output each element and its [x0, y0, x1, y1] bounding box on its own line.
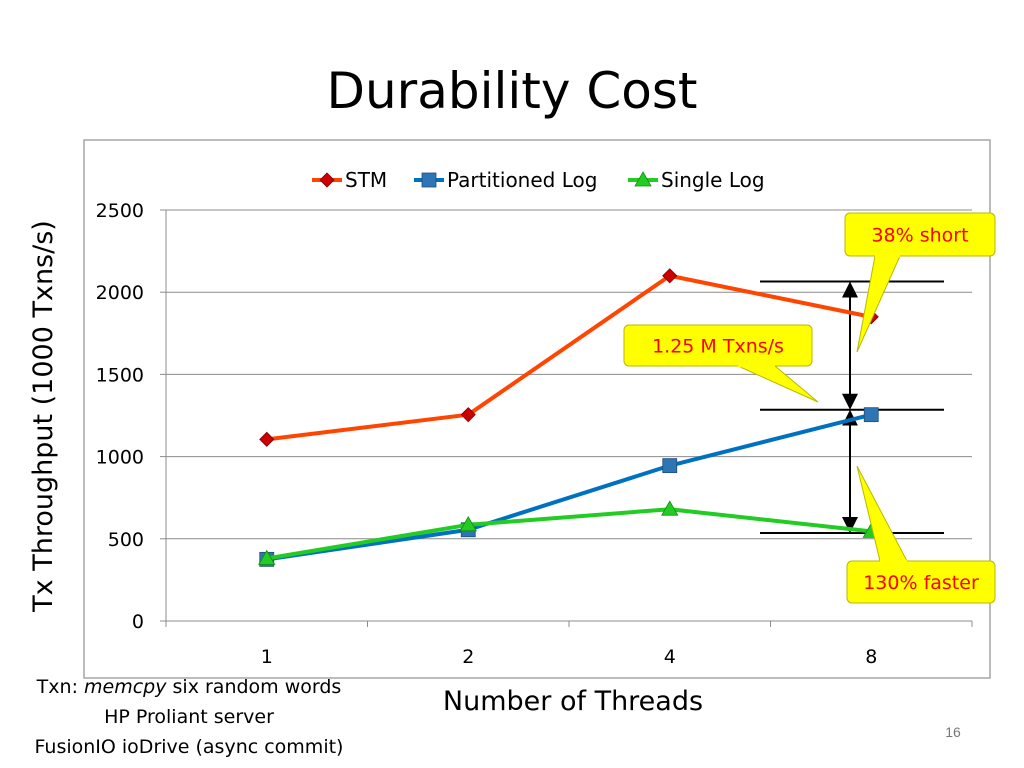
legend-marker-single-log — [634, 171, 652, 187]
notes-line-server: HP Proliant server — [104, 706, 274, 728]
callout-38-short: 38% short — [844, 212, 996, 353]
callout-throughput: 1.25 M Txns/s — [623, 324, 819, 403]
data-point-partitioned-log — [863, 407, 879, 423]
legend-marker-stm — [319, 172, 335, 188]
series-line-stm — [266, 273, 872, 442]
y-tick-label: 1000 — [96, 447, 144, 469]
notes-memcpy: memcpy — [84, 676, 167, 698]
x-tick-label: 2 — [462, 646, 474, 668]
callout-pointer — [737, 365, 819, 403]
callout-text: 1.25 M Txns/s — [652, 336, 784, 358]
callout-pointer — [856, 465, 908, 562]
data-point-partitioned-log — [662, 458, 678, 474]
series-line-single-log — [266, 507, 872, 561]
notes-suffix: six random words — [166, 676, 342, 698]
data-point-stm — [662, 268, 678, 284]
y-tick-label: 500 — [108, 529, 144, 551]
page-number: 16 — [945, 724, 961, 740]
slide-title: Durability Cost — [326, 62, 698, 120]
data-point-stm — [460, 407, 476, 423]
legend-label-single-log: Single Log — [661, 168, 765, 192]
legend-label-partitioned-log: Partitioned Log — [447, 168, 597, 192]
x-tick-label: 1 — [261, 646, 273, 668]
callout-text: 38% short — [871, 225, 968, 247]
legend-label-stm: STM — [345, 168, 387, 192]
y-tick-label: 2000 — [96, 282, 144, 304]
chart-frame — [83, 139, 991, 679]
y-tick-label: 1500 — [96, 364, 144, 386]
notes-line-txn: Txn: memcpy six random words — [8, 672, 370, 702]
notes-prefix: Txn: — [36, 676, 85, 698]
test-setup-notes: Txn: memcpy six random words HP Proliant… — [8, 672, 370, 762]
callout-text: 130% faster — [863, 572, 979, 594]
callout-box — [844, 212, 996, 257]
callout-pointer — [856, 255, 901, 353]
y-tick-label: 2500 — [96, 200, 144, 222]
callout-box — [846, 560, 996, 604]
x-tick-label: 4 — [664, 646, 676, 668]
data-point-single-log — [258, 549, 276, 565]
callout-box — [623, 324, 813, 367]
notes-line-storage: FusionIO ioDrive (async commit) — [34, 736, 344, 758]
y-tick-label: 0 — [132, 611, 144, 633]
data-point-single-log — [661, 500, 679, 516]
data-point-single-log — [459, 516, 477, 532]
data-point-stm — [259, 431, 275, 447]
x-tick-label: 8 — [865, 646, 877, 668]
callout-130-faster: 130% faster — [846, 465, 996, 604]
series-line-partitioned-log — [266, 412, 872, 562]
y-axis-title: Tx Throughput (1000 Txns/s) — [28, 220, 59, 613]
legend-marker-partitioned-log — [421, 172, 437, 188]
x-axis-title: Number of Threads — [443, 686, 703, 717]
